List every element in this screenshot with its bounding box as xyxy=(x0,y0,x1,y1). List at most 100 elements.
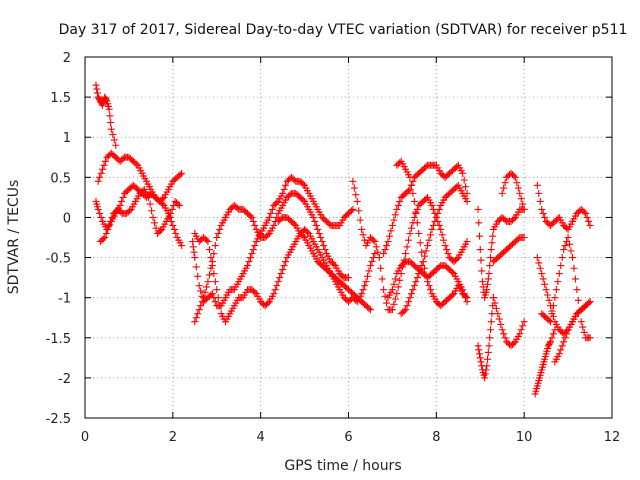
data-point xyxy=(510,339,518,347)
data-point xyxy=(536,197,544,205)
data-point xyxy=(251,221,259,229)
data-point xyxy=(277,270,285,278)
data-point xyxy=(132,160,140,168)
data-point xyxy=(443,246,451,254)
data-point xyxy=(568,254,576,262)
data-point xyxy=(233,204,241,212)
data-point xyxy=(195,282,203,290)
data-point xyxy=(251,288,259,296)
data-point xyxy=(109,131,117,139)
data-point xyxy=(178,169,186,177)
data-point xyxy=(501,334,509,342)
data-point xyxy=(434,209,442,217)
data-point xyxy=(118,197,126,205)
series-s4 xyxy=(96,185,183,246)
data-point xyxy=(440,236,448,244)
data-point xyxy=(246,254,254,262)
data-point xyxy=(547,338,555,346)
data-point xyxy=(276,274,284,282)
data-point xyxy=(479,283,487,291)
data-point xyxy=(149,213,157,221)
data-point xyxy=(580,208,588,216)
data-point xyxy=(361,282,369,290)
data-point xyxy=(380,286,388,294)
data-point xyxy=(245,258,253,266)
data-point xyxy=(396,276,404,284)
data-point xyxy=(514,184,522,192)
data-point xyxy=(425,282,433,290)
data-point xyxy=(421,252,429,260)
data-point xyxy=(365,267,373,275)
data-point xyxy=(425,236,433,244)
data-point xyxy=(474,205,482,213)
data-point xyxy=(299,180,307,188)
data-point xyxy=(561,242,569,250)
data-point xyxy=(488,310,496,318)
data-point xyxy=(251,242,259,250)
y-tick-label: 0 xyxy=(63,211,71,226)
data-point xyxy=(99,165,107,173)
data-point xyxy=(274,278,282,286)
data-point xyxy=(377,264,385,272)
data-point xyxy=(191,254,199,262)
data-point xyxy=(93,89,101,97)
series-s1 xyxy=(92,81,120,149)
data-point xyxy=(366,262,374,270)
data-point xyxy=(463,238,471,246)
y-tick-label: -2.5 xyxy=(46,412,71,427)
data-point xyxy=(486,326,494,334)
data-point xyxy=(435,221,443,229)
data-point xyxy=(435,263,443,271)
data-point xyxy=(498,326,506,334)
series-s12 xyxy=(393,157,471,310)
data-point xyxy=(243,262,251,270)
data-point xyxy=(403,302,411,310)
data-point xyxy=(406,294,414,302)
data-point xyxy=(448,268,456,276)
data-point xyxy=(270,290,278,298)
data-point xyxy=(481,370,489,378)
data-point xyxy=(489,232,497,240)
data-point xyxy=(197,287,205,295)
data-point xyxy=(549,302,557,310)
data-point xyxy=(566,240,574,248)
data-point xyxy=(110,136,118,144)
data-point xyxy=(372,243,380,251)
data-point xyxy=(167,209,175,217)
data-point xyxy=(548,334,556,342)
data-point xyxy=(364,272,372,280)
data-point xyxy=(497,320,505,328)
data-point xyxy=(211,298,219,306)
data-point xyxy=(577,318,585,326)
data-point xyxy=(535,259,543,267)
data-point xyxy=(554,278,562,286)
data-point xyxy=(483,286,491,294)
x-tick-label: 10 xyxy=(516,430,533,445)
data-point xyxy=(520,318,528,326)
data-point xyxy=(321,246,329,254)
y-tick-label: -0.5 xyxy=(46,252,71,267)
data-point xyxy=(585,217,593,225)
y-tick-label: -2 xyxy=(58,372,71,387)
data-point xyxy=(248,213,256,221)
data-point xyxy=(407,224,415,232)
data-point xyxy=(557,262,565,270)
data-point xyxy=(330,260,338,268)
data-point xyxy=(390,216,398,224)
x-tick-label: 8 xyxy=(432,430,440,445)
data-point xyxy=(410,197,418,205)
data-point xyxy=(586,298,594,306)
data-point xyxy=(380,250,388,258)
data-point xyxy=(413,219,421,227)
data-point xyxy=(170,225,178,233)
data-point xyxy=(201,288,209,296)
data-point xyxy=(309,213,317,221)
data-point xyxy=(246,212,254,220)
data-point xyxy=(413,274,421,282)
data-point xyxy=(248,250,256,258)
data-point xyxy=(352,191,360,199)
data-point xyxy=(280,262,288,270)
data-point xyxy=(213,234,221,241)
data-point xyxy=(216,225,224,233)
data-point xyxy=(403,243,411,251)
